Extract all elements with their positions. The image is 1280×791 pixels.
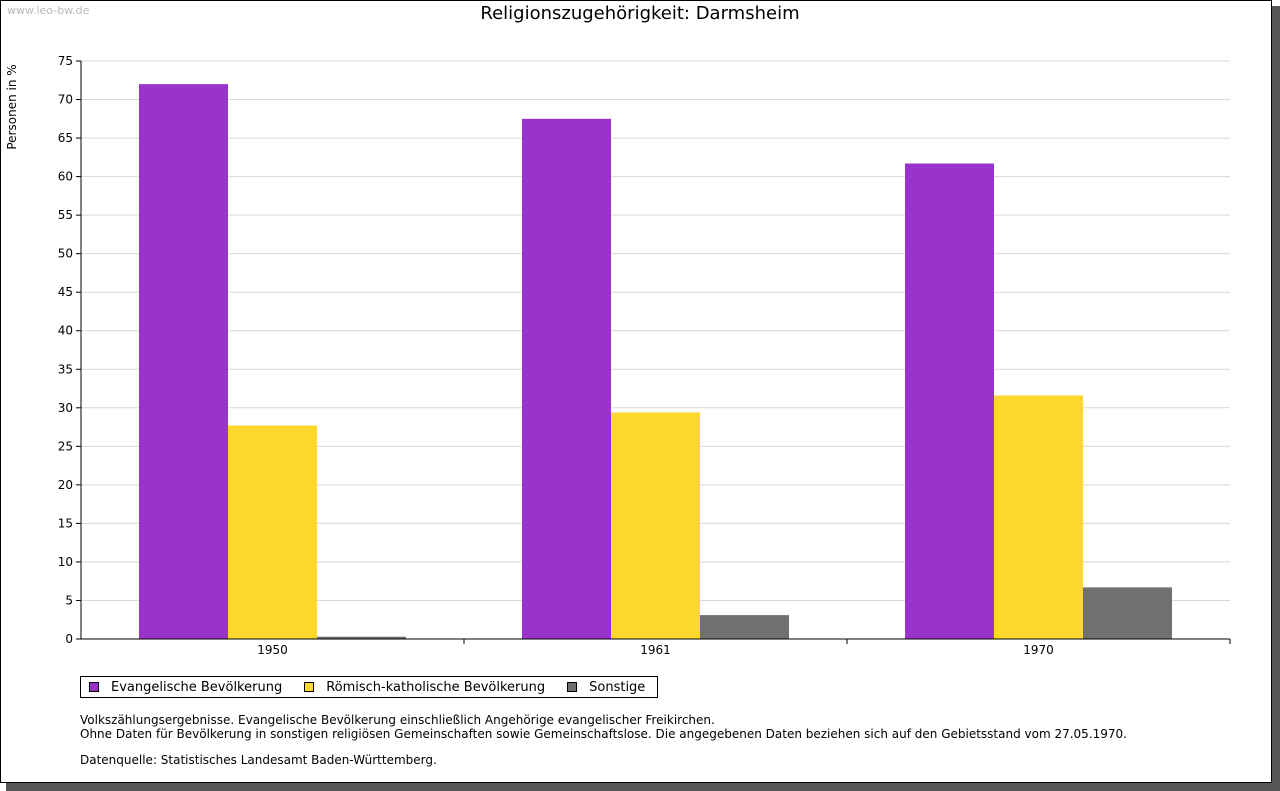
legend: Evangelische Bevölkerung Römisch-katholi…	[80, 676, 659, 698]
y-tick-label-40: 40	[58, 324, 73, 338]
y-tick-label-20: 20	[58, 478, 73, 492]
frame-shadow-bottom	[6, 783, 1280, 791]
legend-item-sonstige: Sonstige	[567, 680, 645, 695]
chart-title: Religionszugehörigkeit: Darmsheim	[480, 3, 800, 24]
x-tick-label-1950: 1950	[257, 643, 288, 657]
axes	[76, 60, 1231, 644]
bar-1970-3	[1083, 587, 1172, 639]
bar-1961-2	[611, 412, 700, 639]
bar-1970-1	[905, 163, 994, 640]
bar-1950-1	[139, 84, 228, 640]
y-tick-label-65: 65	[58, 131, 73, 145]
data-source: Datenquelle: Statistisches Landesamt Bad…	[80, 753, 437, 767]
bar-1970-2	[994, 395, 1083, 639]
y-axis-label: Personen in %	[5, 64, 19, 149]
y-tick-label-45: 45	[58, 285, 73, 299]
legend-item-katholisch: Römisch-katholische Bevölkerung	[304, 680, 545, 695]
legend-swatch-sonstige	[567, 682, 578, 692]
y-tick-label-50: 50	[58, 247, 73, 261]
y-tick-label-30: 30	[58, 401, 73, 415]
y-tick-label-70: 70	[58, 93, 73, 107]
legend-label-sonstige: Sonstige	[589, 679, 646, 695]
legend-label-evangelisch: Evangelische Bevölkerung	[111, 679, 283, 695]
frame-shadow-right	[1272, 6, 1280, 791]
y-tick-label-0: 0	[65, 632, 73, 646]
x-tick-label-1961: 1961	[640, 643, 671, 657]
legend-swatch-katholisch	[304, 682, 315, 692]
y-tick-label-75: 75	[58, 54, 73, 68]
y-tick-labels: 0 5 10 15 20 25 30 35 40 45 50 55 60 65 70 75	[58, 54, 73, 646]
y-tick-label-10: 10	[58, 555, 73, 569]
watermark: www.leo-bw.de	[7, 4, 90, 17]
bar-1950-2	[228, 425, 317, 639]
bar-1961-3	[700, 615, 789, 639]
bar-1950-3	[317, 636, 406, 639]
footnotes: Volkszählungsergebnisse. Evangelische Be…	[80, 713, 1127, 767]
y-tick-label-5: 5	[65, 593, 73, 607]
legend-item-evangelisch: Evangelische Bevölkerung	[89, 680, 282, 695]
y-tick-label-55: 55	[58, 208, 73, 222]
y-tick-label-25: 25	[58, 439, 73, 453]
footnote-line-1: Volkszählungsergebnisse. Evangelische Be…	[80, 713, 715, 727]
x-tick-label-1970: 1970	[1023, 643, 1054, 657]
y-tick-label-35: 35	[58, 362, 73, 376]
y-tick-label-60: 60	[58, 170, 73, 184]
bar-1961-1	[522, 118, 611, 640]
bars	[139, 84, 1172, 640]
legend-swatch-evangelisch	[89, 682, 99, 692]
legend-label-katholisch: Römisch-katholische Bevölkerung	[326, 679, 546, 695]
x-tick-labels: 1950 1961 1970	[257, 643, 1054, 657]
footnote-line-2: Ohne Daten für Bevölkerung in sonstigen …	[80, 727, 1127, 741]
y-tick-label-15: 15	[58, 516, 73, 530]
